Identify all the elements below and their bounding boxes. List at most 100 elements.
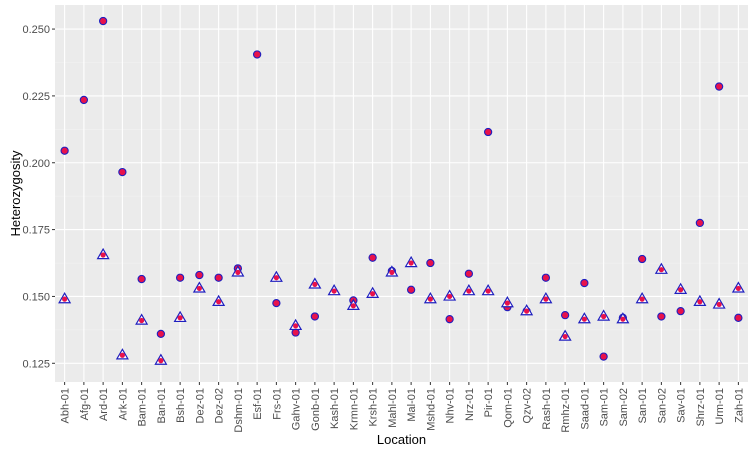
- y-axis: 0.125 0.150 0.175 0.200 0.225 0.250: [22, 24, 55, 370]
- circle-point: [734, 313, 743, 322]
- triangle-point-center: [273, 275, 279, 281]
- triangle-point-center: [312, 281, 318, 288]
- triangle-point-center: [447, 293, 453, 300]
- x-tick-label: Mshd-01: [425, 388, 437, 431]
- circle-point: [368, 253, 377, 262]
- x-tick-label: Ark-01: [117, 388, 129, 420]
- x-tick-label: Krmn-01: [348, 388, 360, 430]
- x-tick-label: Qom-01: [502, 388, 514, 428]
- triangle-point-center: [639, 296, 645, 302]
- circle-point: [695, 218, 705, 228]
- x-tick-label: Dez-01: [194, 388, 206, 423]
- x-tick-label: Rash-01: [541, 388, 553, 430]
- triangle-point-center: [62, 296, 68, 302]
- circle-point: [175, 273, 185, 282]
- triangle-point-center: [716, 301, 722, 308]
- x-tick-label: Frs-01: [271, 388, 283, 420]
- y-tick-label: 0.175: [22, 225, 50, 237]
- circle-point: [310, 312, 320, 321]
- triangle-point-center: [408, 260, 414, 266]
- x-tick-label: Rmhz-01: [560, 388, 572, 433]
- y-tick-label: 0.225: [22, 91, 50, 103]
- x-tick-label: Gahv-01: [291, 388, 303, 430]
- y-axis-title: Heterozygosity: [8, 150, 23, 236]
- circle-point: [79, 95, 89, 105]
- circle-point: [580, 278, 589, 288]
- circle-point: [541, 273, 551, 282]
- plot-panel: [55, 5, 748, 382]
- triangle-point-center: [331, 288, 337, 294]
- x-axis-title: Location: [377, 432, 426, 447]
- x-tick-label: Saad-01: [579, 388, 591, 430]
- x-tick-label: Mahl-01: [387, 388, 399, 428]
- triangle-point-center: [235, 269, 241, 275]
- x-tick-label: Zah-01: [733, 388, 745, 423]
- x-tick-label: Ban-01: [156, 388, 168, 423]
- circle-point: [657, 312, 666, 321]
- x-tick-label: Gonb-01: [310, 388, 322, 431]
- circle-point: [252, 50, 262, 59]
- x-tick-label: Dez-02: [214, 388, 226, 423]
- triangle-point-center: [466, 288, 472, 294]
- circle-point: [483, 127, 493, 137]
- x-tick-label: Nrz-01: [464, 388, 476, 421]
- circle-point: [60, 146, 69, 155]
- x-tick-label: San-01: [637, 388, 649, 423]
- circle-point: [98, 16, 108, 26]
- circle-point: [560, 311, 570, 320]
- x-tick-label: San-02: [656, 388, 668, 423]
- triangle-point-center: [504, 300, 510, 306]
- x-axis: Abh-01 Afg-01 Ard-01 Ark-01 Bam-01 Ban-01 Bsh-…: [60, 382, 745, 433]
- triangle-point-center: [216, 299, 222, 305]
- x-tick-label: Bam-01: [137, 388, 149, 427]
- x-tick-label: Esf-01: [252, 388, 264, 420]
- triangle-point-center: [543, 296, 549, 302]
- x-tick-label: Abh-01: [60, 388, 72, 423]
- y-tick-label: 0.125: [22, 358, 50, 370]
- x-tick-label: Sav-01: [676, 388, 688, 423]
- triangle-point-center: [139, 317, 145, 324]
- x-tick-label: Mal-01: [406, 388, 418, 422]
- circle-point: [637, 254, 647, 264]
- circle-point: [118, 167, 127, 177]
- x-tick-label: Sam-01: [599, 388, 611, 427]
- triangle-point-center: [678, 287, 684, 293]
- circle-point: [406, 285, 416, 294]
- y-tick-label: 0.200: [22, 158, 50, 170]
- triangle-point-center: [581, 316, 587, 322]
- triangle-point-center: [293, 323, 299, 329]
- triangle-point-center: [196, 285, 202, 292]
- triangle-point-center: [370, 291, 376, 297]
- x-tick-label: Dshm-01: [233, 388, 245, 433]
- triangle-point-center: [158, 358, 164, 364]
- triangle-point-center: [427, 296, 433, 302]
- triangle-point-center: [601, 313, 607, 320]
- x-tick-label: Qzv-02: [522, 388, 534, 423]
- circle-point: [599, 352, 608, 361]
- x-tick-label: Krsh-01: [368, 388, 380, 427]
- circle-point: [137, 274, 146, 284]
- triangle-point-center: [524, 308, 530, 314]
- y-tick-label: 0.250: [22, 24, 50, 36]
- circle-point: [445, 315, 454, 324]
- x-tick-label: Sam-02: [618, 388, 630, 427]
- triangle-point-center: [562, 333, 568, 340]
- x-tick-label: Bsh-01: [175, 388, 187, 423]
- triangle-point-center: [100, 252, 106, 258]
- x-tick-label: Ard-01: [98, 388, 110, 421]
- x-tick-label: Kash-01: [329, 388, 341, 429]
- triangle-point-center: [620, 316, 626, 322]
- y-tick-label: 0.150: [22, 291, 50, 303]
- triangle-point-center: [697, 299, 703, 305]
- triangle-point-center: [735, 285, 741, 292]
- circle-point: [156, 329, 166, 339]
- x-tick-label: Nhv-01: [445, 388, 457, 423]
- circle-point: [214, 273, 223, 282]
- triangle-point-center: [119, 352, 125, 358]
- x-tick-label: Shrz-01: [695, 388, 707, 427]
- triangle-point-center: [350, 303, 356, 309]
- x-tick-label: Pir-01: [483, 388, 495, 417]
- data-points: [58, 16, 745, 365]
